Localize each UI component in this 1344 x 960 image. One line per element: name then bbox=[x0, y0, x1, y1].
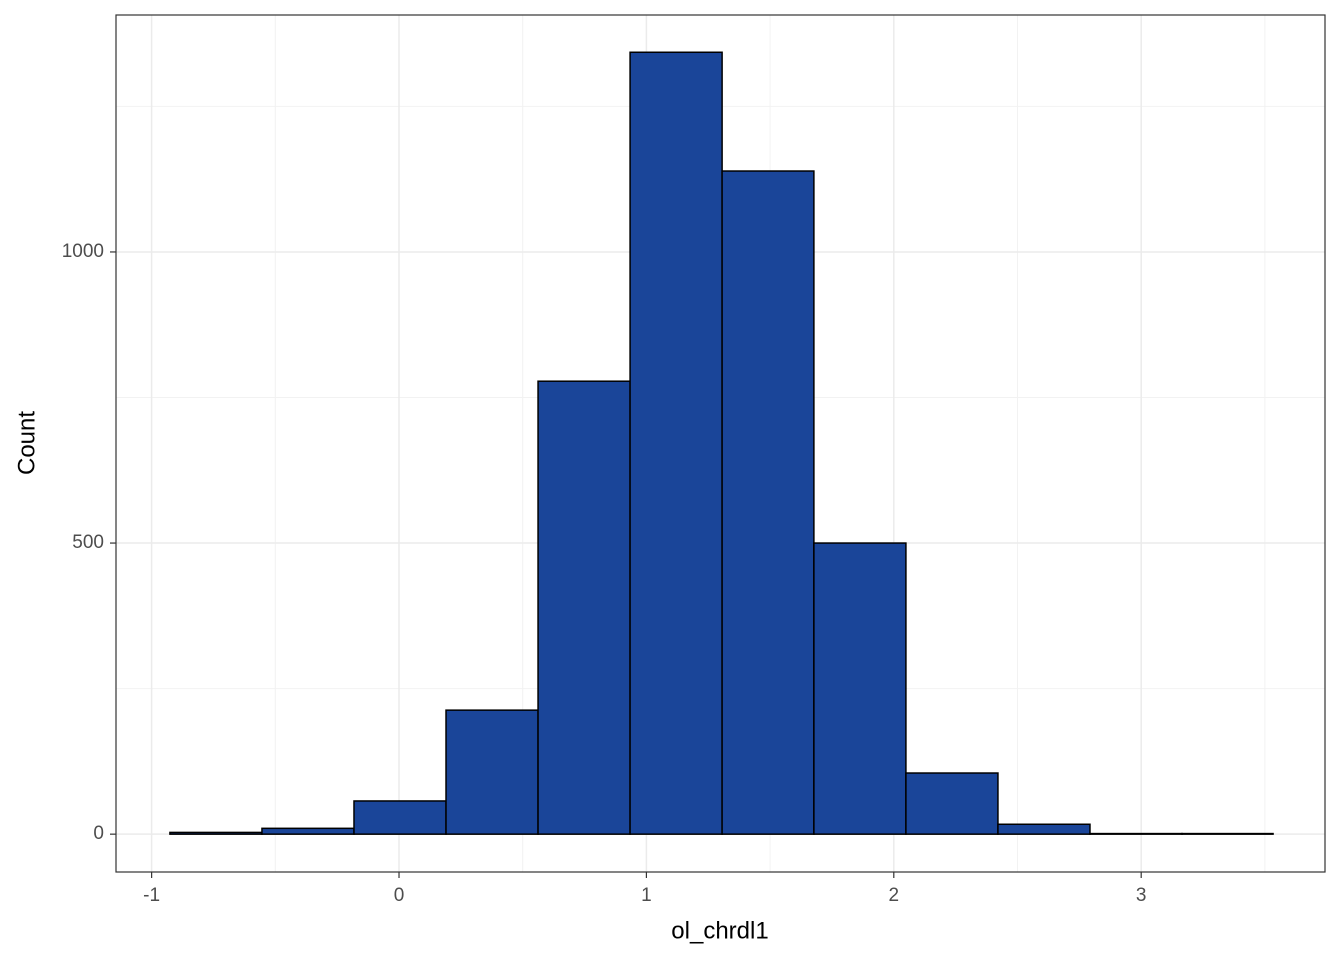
x-tick-label: 2 bbox=[889, 885, 900, 906]
y-tick-label: 500 bbox=[72, 532, 104, 553]
bar bbox=[353, 800, 447, 835]
bar bbox=[1089, 832, 1183, 835]
bar bbox=[1181, 832, 1274, 835]
bar bbox=[537, 380, 631, 835]
y-tick-label: 0 bbox=[93, 823, 104, 844]
bar bbox=[905, 772, 999, 835]
x-tick-label: -1 bbox=[143, 885, 160, 906]
x-tick-label: 1 bbox=[641, 885, 652, 906]
y-tick-label: 1000 bbox=[62, 241, 104, 262]
bar bbox=[261, 827, 355, 835]
x-tick-label: 0 bbox=[394, 885, 405, 906]
bar bbox=[445, 709, 539, 835]
bar bbox=[997, 823, 1091, 835]
bar bbox=[813, 542, 907, 835]
x-axis-title: ol_chrdl1 bbox=[671, 917, 768, 944]
y-axis-title: Count bbox=[13, 411, 40, 475]
bar bbox=[629, 51, 723, 835]
bar bbox=[169, 831, 263, 835]
bar bbox=[721, 170, 815, 835]
x-tick-label: 3 bbox=[1136, 885, 1147, 906]
panel-border bbox=[115, 14, 1326, 873]
